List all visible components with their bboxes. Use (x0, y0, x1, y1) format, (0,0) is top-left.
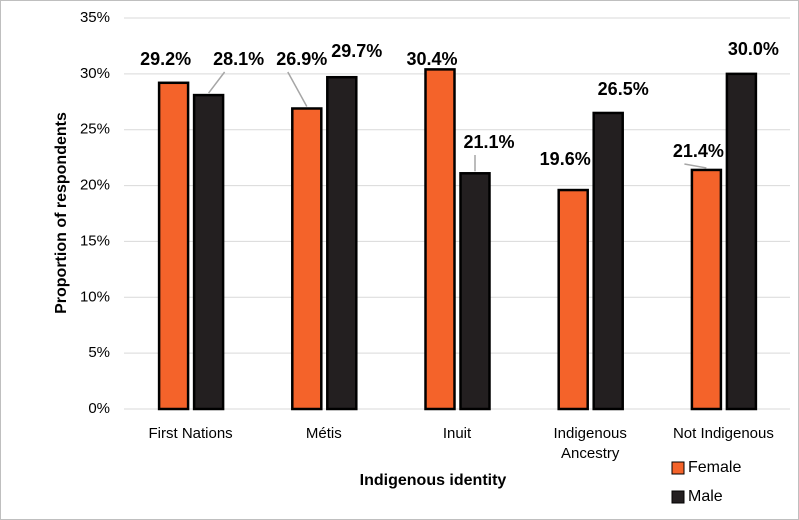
leader-line (208, 71, 226, 94)
y-axis-title: Proportion of respondents (53, 112, 70, 314)
y-tick-label: 10% (80, 288, 110, 305)
x-tick-label: Inuit (442, 425, 472, 442)
y-tick-label: 35% (80, 9, 110, 26)
legend-swatch (671, 490, 685, 504)
bar (326, 75, 358, 411)
y-tick-label: 15% (80, 232, 110, 249)
bar (690, 168, 723, 411)
bar (157, 81, 190, 411)
value-label: 26.9% (276, 49, 327, 69)
legend-label: Female (688, 459, 741, 476)
value-label: 29.7% (331, 41, 382, 61)
bar (557, 188, 589, 411)
x-tick-label: First Nations (148, 425, 233, 442)
y-tick-label: 0% (88, 400, 110, 417)
bar (291, 107, 323, 411)
x-axis-title: Indigenous identity (360, 472, 507, 489)
bar (592, 111, 624, 411)
value-label: 19.6% (540, 149, 591, 169)
legend-swatch (671, 461, 685, 475)
x-tick-label: Indigenous Ancestry (553, 425, 627, 462)
legend-label: Male (688, 488, 723, 505)
bar (192, 93, 225, 411)
y-tick-label: 5% (88, 344, 110, 361)
leader-line (287, 71, 308, 107)
value-label: 30.0% (728, 39, 779, 59)
value-label: 21.4% (673, 141, 724, 161)
leader-line (684, 163, 707, 169)
bar (459, 172, 491, 411)
y-tick-label: 30% (80, 65, 110, 82)
value-label: 26.5% (598, 79, 649, 99)
x-tick-label: Métis (305, 425, 342, 442)
x-tick-label: Not Indigenous (672, 425, 774, 442)
value-label: 28.1% (213, 49, 264, 69)
value-label: 21.1% (463, 132, 514, 152)
y-tick-label: 25% (80, 121, 110, 138)
y-tick-label: 20% (80, 177, 110, 194)
bar (725, 72, 758, 411)
value-label: 29.2% (140, 49, 191, 69)
bar (424, 68, 456, 411)
value-label: 30.4% (406, 49, 457, 69)
